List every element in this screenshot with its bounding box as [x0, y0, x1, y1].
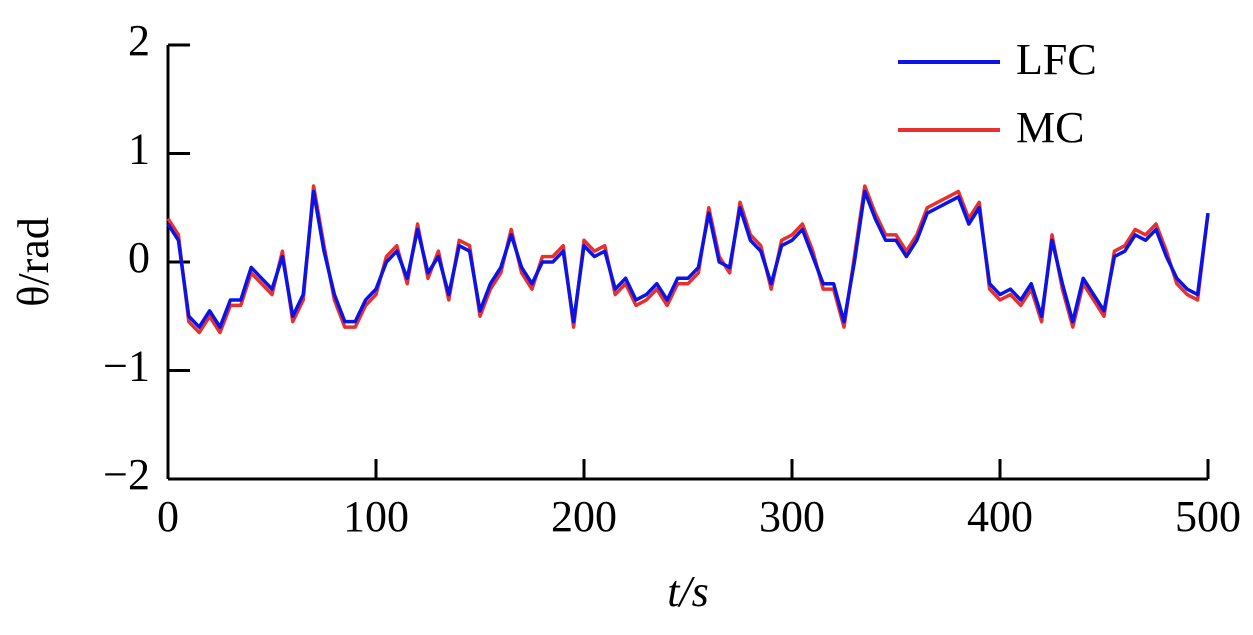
x-tick-label: 400 [967, 492, 1033, 541]
y-tick-label: 0 [128, 233, 150, 282]
y-tick-label: −1 [103, 342, 150, 391]
x-axis-label: t/s [667, 567, 709, 616]
y-tick-label: 1 [128, 125, 150, 174]
data-line [166, 184, 1210, 335]
x-tick-label: 0 [157, 492, 179, 541]
legend-label: MC [1016, 103, 1084, 152]
x-tick-label: 200 [551, 492, 617, 541]
data-line [166, 189, 1210, 329]
legend-label: LFC [1016, 35, 1097, 84]
x-tick-label: 100 [343, 492, 409, 541]
x-tick-label: 300 [759, 492, 825, 541]
y-axis-label: θ/rad [9, 217, 58, 306]
y-tick-label: 2 [128, 16, 150, 65]
y-tick-label: −2 [103, 450, 150, 499]
x-tick-label: 500 [1175, 492, 1241, 541]
